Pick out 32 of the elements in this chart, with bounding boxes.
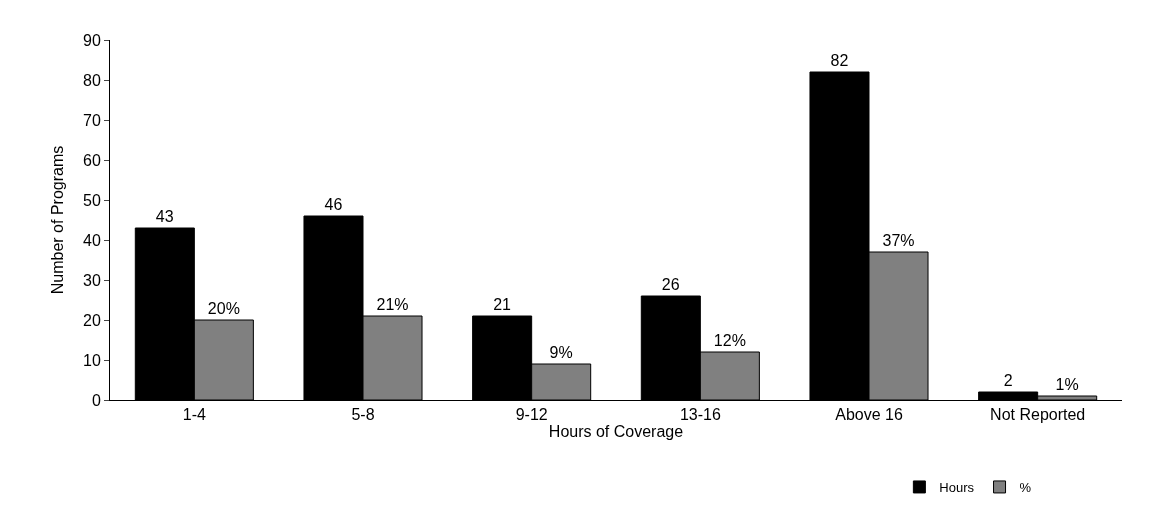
x-tick-label: 9-12 <box>515 406 548 424</box>
x-tick-label: Not Reported <box>990 406 1086 424</box>
data-label: 1% <box>1055 376 1079 393</box>
y-tick-label: 70 <box>83 111 101 129</box>
y-tick-label: 10 <box>83 351 101 369</box>
data-label: 43 <box>155 208 174 225</box>
y-tick-label: 90 <box>83 31 101 49</box>
y-tick-label: 40 <box>83 231 101 249</box>
legend-label: Hours <box>939 480 975 496</box>
data-label: 12% <box>713 332 746 349</box>
data-label: 82 <box>830 52 849 69</box>
y-tick-label: 60 <box>83 151 101 169</box>
legend-label: % <box>1019 480 1032 496</box>
data-label: 26 <box>661 276 680 293</box>
y-tick-label: 50 <box>83 191 101 209</box>
data-label: 9% <box>549 344 573 361</box>
y-tick-label: 80 <box>83 71 101 89</box>
data-label: 21% <box>376 296 409 313</box>
y-axis-title: Number of Programs <box>48 145 66 295</box>
data-label: 21 <box>493 296 512 313</box>
data-label: 46 <box>324 196 343 213</box>
x-axis-title: Hours of Coverage <box>548 423 684 441</box>
y-tick-label: 0 <box>91 391 101 409</box>
x-tick-label: 13-16 <box>679 406 721 424</box>
x-tick-label: 1-4 <box>182 406 206 424</box>
y-tick-label: 30 <box>83 271 101 289</box>
data-label: 20% <box>207 300 240 317</box>
x-tick-label: Above 16 <box>835 406 903 424</box>
data-label: 37% <box>882 232 915 249</box>
x-tick-label: 5-8 <box>351 406 375 424</box>
y-tick-label: 20 <box>83 311 101 329</box>
data-label: 2 <box>1003 372 1013 389</box>
